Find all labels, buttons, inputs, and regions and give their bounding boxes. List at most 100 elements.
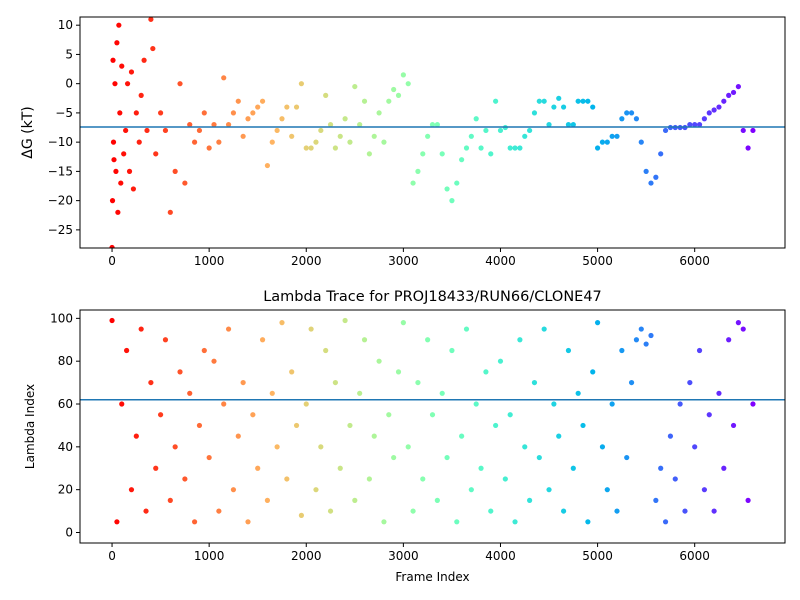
- point: [148, 17, 154, 22]
- point: [371, 133, 377, 139]
- point: [121, 151, 127, 157]
- x-tick-label: 4000: [485, 549, 516, 563]
- point: [585, 519, 591, 525]
- point: [502, 476, 508, 482]
- point: [395, 369, 402, 375]
- point: [196, 127, 203, 134]
- point: [585, 98, 591, 104]
- point: [191, 519, 198, 525]
- point: [303, 145, 309, 151]
- point: [347, 422, 353, 429]
- point: [551, 104, 557, 110]
- point: [546, 487, 552, 493]
- point: [493, 422, 499, 429]
- x-tick-label: 4000: [485, 254, 516, 268]
- point: [347, 139, 353, 145]
- point: [633, 337, 640, 343]
- point: [133, 110, 139, 116]
- x-tick-label: 6000: [679, 549, 710, 563]
- point: [308, 326, 314, 332]
- point: [124, 347, 130, 354]
- point: [196, 422, 203, 429]
- point: [711, 508, 717, 514]
- point: [497, 127, 504, 134]
- point: [211, 122, 217, 128]
- point: [454, 519, 460, 525]
- point: [303, 401, 309, 407]
- point: [701, 116, 708, 122]
- y-axis-label: Lambda Index: [23, 384, 37, 469]
- point: [726, 92, 732, 98]
- point: [687, 379, 693, 386]
- point: [541, 98, 547, 104]
- point: [546, 122, 552, 128]
- point: [721, 98, 727, 104]
- point: [730, 89, 737, 96]
- point: [162, 127, 169, 134]
- point: [332, 379, 338, 386]
- point: [726, 337, 732, 343]
- point: [527, 127, 533, 134]
- y-tick-label: 0: [65, 77, 73, 91]
- point: [269, 390, 275, 396]
- point: [614, 133, 620, 139]
- point: [648, 180, 654, 186]
- y-tick-label: 10: [58, 18, 73, 32]
- point: [172, 168, 178, 174]
- point: [662, 519, 669, 525]
- point: [376, 358, 382, 364]
- point: [420, 476, 426, 482]
- point: [745, 497, 751, 503]
- point: [653, 497, 659, 503]
- point: [225, 326, 232, 332]
- point: [638, 139, 644, 145]
- axes-frame: [79, 309, 786, 544]
- point: [483, 369, 489, 375]
- point: [434, 122, 440, 128]
- point: [750, 127, 756, 134]
- point: [111, 157, 117, 163]
- point: [138, 92, 144, 98]
- point: [599, 139, 606, 145]
- point: [250, 110, 256, 116]
- point: [318, 127, 324, 134]
- point: [706, 110, 712, 116]
- point: [619, 347, 625, 354]
- point: [298, 512, 305, 518]
- point: [279, 320, 285, 326]
- point: [415, 379, 421, 386]
- point: [687, 122, 693, 128]
- point: [148, 379, 154, 386]
- point: [478, 145, 484, 151]
- point: [449, 347, 455, 354]
- point: [735, 83, 741, 90]
- point: [696, 347, 703, 354]
- point: [531, 110, 538, 116]
- point: [560, 508, 567, 514]
- point: [110, 139, 117, 145]
- point: [126, 168, 133, 174]
- point: [274, 127, 280, 134]
- point: [109, 244, 115, 248]
- point: [696, 122, 703, 128]
- point: [400, 320, 406, 326]
- point: [206, 145, 212, 151]
- point: [730, 422, 737, 429]
- point: [391, 454, 397, 461]
- point: [512, 519, 518, 525]
- x-tick-label: 2000: [291, 549, 322, 563]
- point: [429, 122, 436, 128]
- point: [531, 379, 538, 386]
- point: [117, 110, 123, 116]
- point: [327, 122, 334, 128]
- point: [536, 98, 542, 104]
- point: [628, 110, 635, 116]
- point: [633, 116, 640, 122]
- point: [264, 162, 271, 169]
- point: [507, 145, 513, 151]
- point: [745, 145, 751, 151]
- point: [410, 508, 416, 514]
- point: [444, 454, 450, 461]
- point: [740, 127, 746, 134]
